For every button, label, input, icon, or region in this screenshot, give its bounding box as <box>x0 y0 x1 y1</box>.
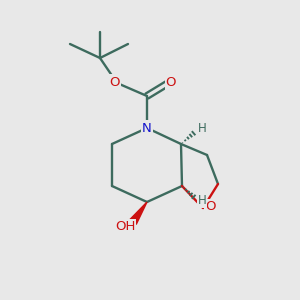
Text: O: O <box>205 200 215 214</box>
Polygon shape <box>130 202 147 224</box>
Text: H: H <box>198 194 206 208</box>
Text: N: N <box>142 122 152 134</box>
Text: O: O <box>166 76 176 88</box>
Text: H: H <box>198 122 206 136</box>
Text: O: O <box>110 76 120 88</box>
Text: OH: OH <box>115 220 135 233</box>
